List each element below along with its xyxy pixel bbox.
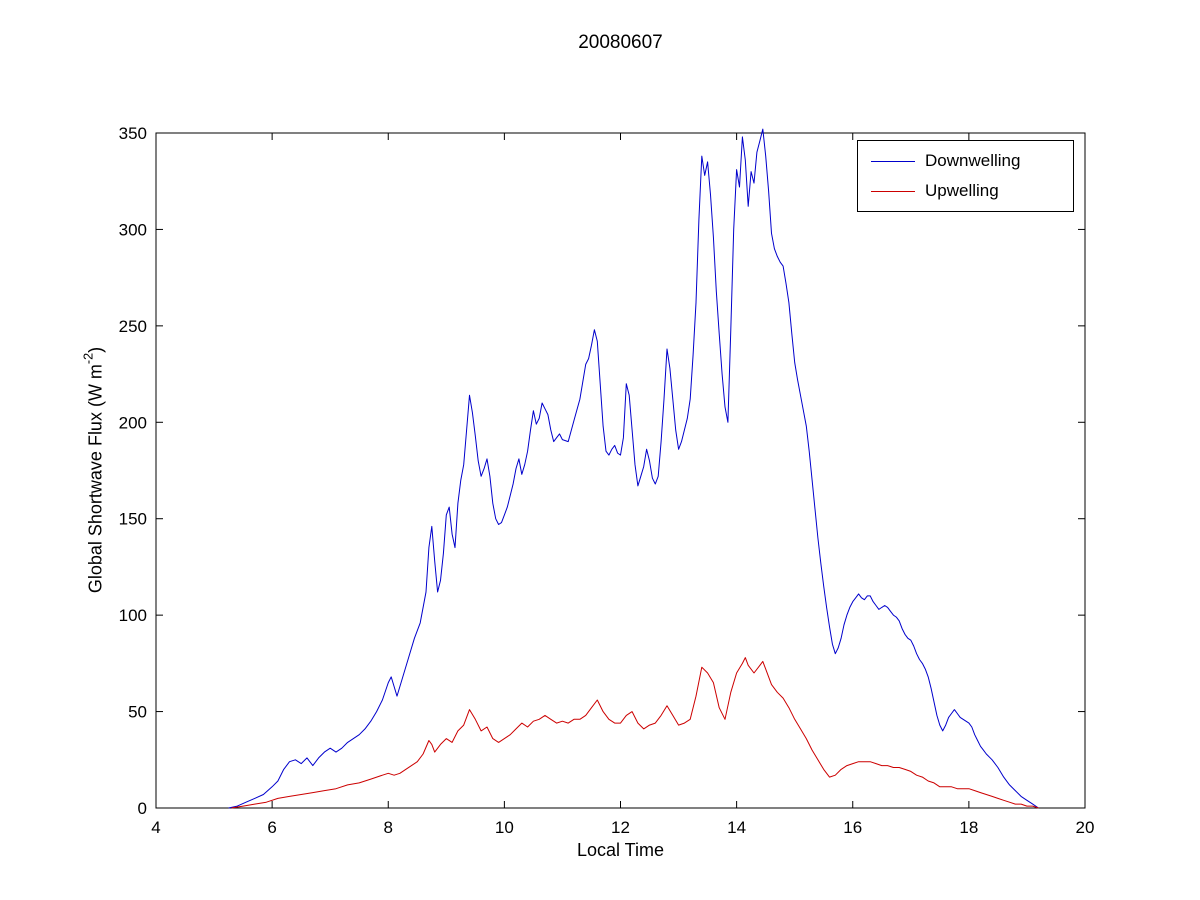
legend: Downwelling Upwelling — [857, 140, 1074, 212]
x-axis-label: Local Time — [576, 840, 665, 860]
y-tick-label: 50 — [128, 703, 147, 722]
x-tick-label: 20 — [1076, 818, 1095, 837]
x-tick-label: 6 — [267, 818, 276, 837]
series-line-downwelling — [228, 128, 1039, 809]
y-tick-label: 0 — [138, 799, 147, 818]
x-tick-label: 12 — [611, 818, 630, 837]
x-tick-label: 4 — [151, 818, 160, 837]
legend-label-upwelling: Upwelling — [925, 181, 999, 200]
y-tick-label: 250 — [119, 317, 147, 336]
y-tick-label: 300 — [119, 220, 147, 239]
axes-box — [155, 132, 1086, 809]
x-tick-label: 18 — [959, 818, 978, 837]
y-axis-label: Global Shortwave Flux (W m-2) — [81, 346, 107, 594]
series-line-upwelling — [231, 657, 1039, 809]
y-tick-label: 350 — [119, 124, 147, 143]
y-tick-label: 150 — [119, 510, 147, 529]
x-tick-label: 10 — [495, 818, 514, 837]
downwelling-line-sample — [871, 160, 915, 162]
y-tick-label: 200 — [119, 413, 147, 432]
legend-label-downwelling: Downwelling — [925, 151, 1021, 170]
legend-item-downwelling: Downwelling — [858, 146, 1073, 176]
x-tick-label: 14 — [727, 818, 746, 837]
x-tick-label: 8 — [384, 818, 393, 837]
y-axis-label-close: ) — [85, 346, 106, 353]
x-tick-label: 16 — [843, 818, 862, 837]
upwelling-line-sample — [871, 190, 915, 192]
y-axis-label-exponent: -2 — [81, 352, 96, 365]
legend-item-upwelling: Upwelling — [858, 176, 1073, 206]
y-axis-label-text: Global Shortwave Flux (W m — [85, 364, 106, 594]
y-tick-label: 100 — [119, 606, 147, 625]
chart-title: 20080607 — [578, 32, 663, 53]
